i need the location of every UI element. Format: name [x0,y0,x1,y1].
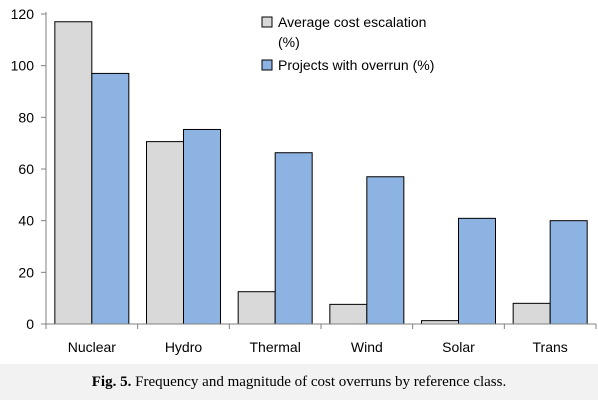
bar-wind-series-1 [329,303,368,325]
bars-layer [54,21,588,325]
caption-text: Frequency and magnitude of cost overruns… [135,374,507,390]
caption-label: Fig. 5. [91,374,132,390]
legend-label-series-2: Projects with overrun (%) [278,57,434,73]
bar-hydro-series-2 [183,128,221,325]
x-tick-label: Hydro [165,339,203,355]
bar-thermal-series-1 [237,291,276,325]
bar-thermal-series-2 [274,152,313,325]
y-tick-label: 0 [26,316,34,332]
y-tick-label: 20 [18,264,34,280]
bar-chart: Nuclear Hydro Thermal Wind Solar Trans 0 20 40 60… [11,6,597,355]
y-tick-label: 40 [18,213,34,229]
x-tick-label: Thermal [249,339,300,355]
bar-nuclear-series-2 [91,72,130,325]
x-tick-label: Wind [351,339,383,355]
x-tick-label: Trans [533,339,568,355]
legend-label-series-1: Average cost escalation [278,14,426,30]
y-tick-label: 120 [11,6,35,22]
bar-wind-series-2 [366,176,405,325]
y-tick-label: 60 [18,161,34,177]
legend: Average cost escalation (%) Projects with … [261,14,434,73]
legend-swatch-series-1 [261,16,273,28]
bar-trans-series-1 [512,302,551,325]
axes-layer: Nuclear Hydro Thermal Wind Solar Trans 0 20 40 60… [11,6,597,355]
bar-solar-series-1 [421,320,459,325]
y-tick-label: 80 [18,109,34,125]
bar-solar-series-2 [458,217,496,325]
x-tick-label: Solar [442,339,475,355]
bar-trans-series-2 [549,220,588,325]
caption-bar: Fig. 5. Frequency and magnitude of cost … [0,364,598,400]
legend-swatch-series-2 [261,59,273,71]
figure-caption: Fig. 5. Frequency and magnitude of cost … [0,374,598,391]
x-tick-label: Nuclear [68,339,117,355]
bar-nuclear-series-1 [54,21,93,325]
legend-label-series-1: (%) [278,34,300,50]
bar-hydro-series-1 [146,141,184,325]
y-tick-label: 100 [11,58,35,74]
